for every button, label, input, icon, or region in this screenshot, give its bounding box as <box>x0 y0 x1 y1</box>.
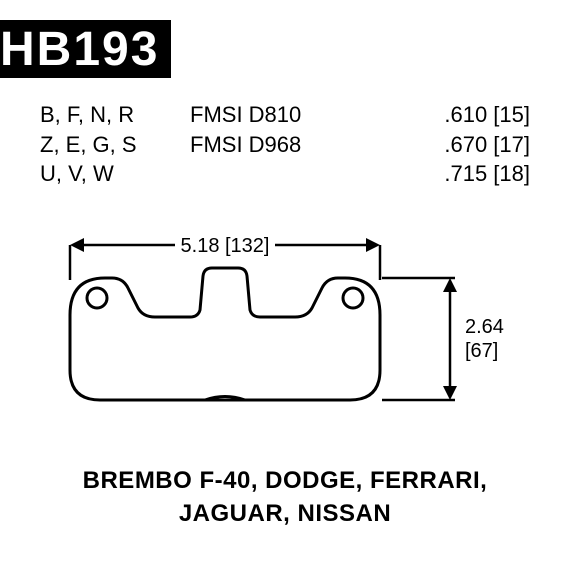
thickness-row: .715 [18] <box>360 159 530 189</box>
part-number-header: HB193 <box>0 20 171 78</box>
height-dimension-mm: [67] <box>465 340 498 362</box>
width-dimension-label: 5.18 [132] <box>181 235 270 257</box>
brake-pad-diagram: 5.18 [132] 2.64 [67] <box>50 220 520 460</box>
compound-row: B, F, N, R <box>40 100 190 130</box>
thickness-row: .610 [15] <box>360 100 530 130</box>
compound-row: U, V, W <box>40 159 190 189</box>
compound-codes: B, F, N, R Z, E, G, S U, V, W <box>40 100 190 189</box>
applications-text: BREMBO F-40, DODGE, FERRARI, JAGUAR, NIS… <box>0 465 570 530</box>
compound-row: Z, E, G, S <box>40 130 190 160</box>
thickness-row: .670 [17] <box>360 130 530 160</box>
fmsi-row: FMSI D810 <box>190 100 360 130</box>
thickness-values: .610 [15] .670 [17] .715 [18] <box>360 100 530 189</box>
part-number: HB193 <box>0 22 159 77</box>
applications-line: JAGUAR, NISSAN <box>0 498 570 530</box>
height-dimension-label: 2.64 <box>465 316 504 338</box>
fmsi-codes: FMSI D810 FMSI D968 <box>190 100 360 189</box>
applications-line: BREMBO F-40, DODGE, FERRARI, <box>0 465 570 497</box>
fmsi-row: FMSI D968 <box>190 130 360 160</box>
specs-block: B, F, N, R Z, E, G, S U, V, W FMSI D810 … <box>40 100 530 189</box>
